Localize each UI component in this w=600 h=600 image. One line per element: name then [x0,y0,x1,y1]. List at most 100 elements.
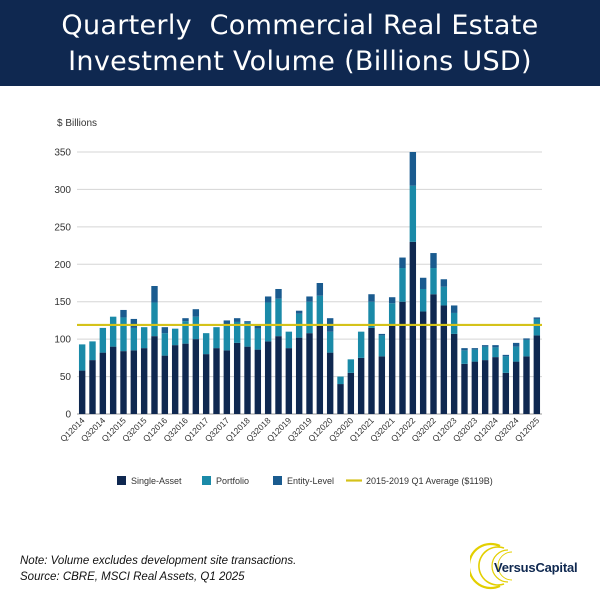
bar-single-asset-36 [450,333,458,414]
bar-entity-level-29 [378,333,386,336]
bar-single-asset-44 [533,335,541,414]
bar-portfolio-37 [461,350,468,364]
title-line-1: Quarterly Commercial Real Estate [61,10,539,41]
bar-single-asset-5 [130,350,138,414]
bar-portfolio-27 [357,331,365,358]
y-tick-label: 150 [54,297,71,308]
bar-portfolio-15 [233,321,241,343]
bar-single-asset-24 [326,352,334,414]
bar-portfolio-6 [140,327,148,349]
bar-entity-level-34 [430,253,437,269]
bar-portfolio-42 [512,346,520,362]
bar-entity-level-28 [368,294,375,302]
y-tick-label: 350 [54,148,71,159]
bar-single-asset-23 [316,325,324,414]
bar-single-asset-6 [140,348,148,414]
bar-single-asset-15 [233,342,241,414]
y-tick-label: 100 [54,335,71,346]
bar-portfolio-18 [264,302,272,342]
bar-single-asset-26 [347,372,355,414]
bar-single-asset-2 [99,352,107,414]
bar-portfolio-10 [182,321,189,344]
legend-swatch [202,476,211,485]
bar-portfolio-24 [326,331,334,353]
bar-entity-level-35 [440,279,448,287]
bar-entity-level-7 [151,285,158,303]
bar-portfolio-3 [109,316,117,347]
bar-single-asset-1 [89,360,96,414]
footnote: Note: Volume excludes development site t… [20,553,296,585]
bar-single-asset-38 [471,361,479,414]
bar-portfolio-36 [450,312,458,334]
bar-portfolio-30 [388,303,396,326]
bar-single-asset-25 [337,384,344,414]
bar-single-asset-30 [388,325,396,414]
bar-portfolio-33 [419,288,427,312]
bar-single-asset-32 [409,241,417,414]
title-line-2: Investment Volume (Billions USD) [68,46,532,77]
bar-single-asset-40 [492,357,499,414]
bar-portfolio-25 [337,376,344,385]
bar-portfolio-16 [244,322,251,347]
bar-entity-level-11 [192,309,200,317]
bar-entity-level-15 [233,318,241,322]
bar-entity-level-38 [471,348,479,350]
bar-portfolio-2 [99,327,107,353]
bar-portfolio-41 [502,356,510,373]
bar-portfolio-39 [481,346,489,361]
bar-entity-level-18 [264,296,272,303]
bar-entity-level-22 [306,296,313,302]
bar-portfolio-0 [78,344,86,371]
bar-single-asset-13 [213,348,220,414]
bar-single-asset-39 [481,360,489,414]
bar-portfolio-44 [533,318,541,336]
bar-single-asset-22 [306,333,313,414]
bar-entity-level-4 [120,309,127,318]
bar-single-asset-3 [109,346,117,414]
bar-single-asset-20 [285,348,293,414]
bar-portfolio-28 [368,301,375,328]
bar-single-asset-43 [523,356,530,414]
bar-single-asset-0 [78,370,86,414]
bar-entity-level-40 [492,345,499,348]
bar-entity-level-42 [512,342,520,347]
y-axis-label: $ Billions [57,118,97,129]
bar-portfolio-31 [399,268,406,302]
bar-portfolio-5 [130,327,138,351]
bar-single-asset-8 [161,355,169,414]
bar-portfolio-38 [471,349,479,362]
bar-entity-level-44 [533,317,541,319]
chart-title: Quarterly Commercial Real Estate Investme… [0,0,600,80]
bar-single-asset-16 [244,346,251,414]
bar-portfolio-23 [316,295,324,326]
versus-capital-logo-icon [470,542,513,590]
y-axis-ticks: 0 50 100 150 200 250 300 350 [54,148,71,421]
bar-entity-level-31 [399,257,406,269]
legend-swatch [273,476,282,485]
bar-single-asset-14 [223,350,231,414]
legend-label: 2015-2019 Q1 Average ($119B) [366,476,493,486]
bar-portfolio-1 [89,341,96,361]
bar-entity-level-33 [419,277,427,289]
bar-single-asset-18 [264,341,272,414]
legend-label: Single-Asset [131,476,182,486]
source-text: Source: CBRE, MSCI Real Assets, Q1 2025 [20,571,245,583]
bar-entity-level-10 [182,318,189,322]
bar-single-asset-34 [430,294,437,414]
bar-single-asset-29 [378,356,386,414]
bar-entity-level-17 [254,324,262,329]
bar-portfolio-7 [151,302,158,337]
bar-portfolio-4 [120,317,127,352]
legend: Single-Asset Portfolio Entity-Level 2015-20… [117,476,493,486]
bar-portfolio-29 [378,335,386,357]
bar-entity-level-23 [316,283,324,296]
bar-portfolio-12 [202,333,210,355]
bar-single-asset-42 [512,361,520,414]
bar-portfolio-35 [440,286,448,306]
bars [78,152,541,414]
bar-portfolio-9 [171,328,179,346]
x-axis-ticks: Q12014Q32014Q12015Q32015Q12016Q32016Q120… [58,415,541,444]
legend-label: Entity-Level [287,476,334,486]
y-tick-label: 250 [54,222,71,233]
bar-single-asset-17 [254,349,262,414]
